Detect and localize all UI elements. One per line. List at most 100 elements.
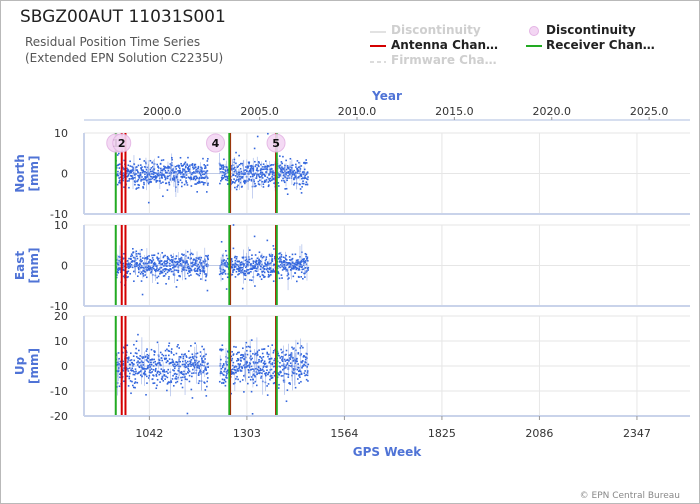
data-point	[282, 368, 284, 371]
data-point	[244, 259, 247, 262]
data-point	[261, 256, 264, 259]
data-point	[282, 177, 284, 180]
data-point	[116, 174, 118, 177]
data-point	[163, 268, 166, 270]
data-point	[295, 373, 298, 375]
data-point	[300, 175, 303, 178]
data-point	[237, 265, 240, 268]
data-point	[196, 268, 199, 271]
data-point	[305, 253, 308, 256]
data-point	[295, 259, 298, 262]
data-point	[265, 256, 268, 258]
data-point	[199, 272, 202, 275]
data-point	[131, 176, 134, 178]
data-point	[117, 352, 120, 354]
data-point	[198, 365, 200, 368]
data-point	[291, 257, 294, 260]
data-point	[145, 172, 148, 174]
data-point	[200, 262, 203, 264]
data-point	[295, 267, 298, 269]
data-point	[165, 268, 168, 270]
data-point	[195, 356, 198, 359]
data-point	[300, 271, 303, 274]
data-point	[145, 262, 148, 265]
data-point	[278, 176, 280, 179]
data-point	[171, 158, 173, 161]
data-point	[188, 169, 190, 171]
data-point	[159, 381, 161, 383]
data-point	[227, 169, 229, 172]
data-point	[153, 178, 156, 181]
data-point	[150, 271, 152, 274]
data-point	[161, 169, 164, 172]
data-point	[119, 364, 122, 366]
data-point	[293, 267, 295, 270]
data-point	[189, 271, 191, 274]
data-point	[137, 372, 140, 374]
data-point	[129, 169, 132, 172]
data-point	[261, 168, 264, 171]
y-tick-label: -10	[50, 208, 68, 221]
data-point	[277, 258, 280, 260]
data-point	[283, 358, 286, 361]
data-point	[242, 355, 245, 357]
data-point	[236, 375, 238, 378]
data-point	[171, 260, 174, 262]
data-point	[187, 263, 189, 266]
data-point	[293, 182, 296, 184]
data-point	[304, 183, 307, 186]
data-point	[170, 254, 172, 257]
data-point	[149, 168, 152, 171]
data-point	[136, 275, 139, 277]
data-point	[197, 382, 200, 385]
legend-discontinuity-dot[interactable]: Discontinuity	[546, 23, 636, 37]
data-point	[268, 268, 271, 271]
data-point	[167, 372, 169, 375]
data-point	[117, 269, 120, 272]
data-point	[205, 170, 208, 173]
data-point	[151, 170, 153, 173]
data-point	[279, 155, 281, 157]
data-point	[134, 381, 137, 383]
data-point	[281, 169, 283, 172]
data-point	[285, 261, 287, 264]
data-point	[302, 180, 304, 183]
data-point	[246, 349, 248, 352]
data-point	[220, 349, 223, 352]
data-point	[149, 268, 151, 271]
data-point	[233, 178, 235, 180]
data-point	[122, 360, 125, 363]
data-point	[196, 171, 198, 173]
data-point	[191, 262, 193, 265]
legend-firmware-change[interactable]: Firmware Cha…	[391, 53, 497, 67]
data-point	[166, 383, 169, 385]
data-point	[250, 390, 253, 393]
data-point	[306, 370, 309, 372]
data-point	[251, 413, 254, 415]
data-point	[298, 267, 300, 270]
data-point	[167, 381, 170, 383]
data-point	[169, 262, 171, 265]
legend-receiver-change[interactable]: Receiver Chan…	[546, 38, 655, 52]
data-point	[278, 277, 281, 280]
data-point	[204, 389, 207, 391]
data-point	[176, 361, 179, 364]
data-point	[283, 168, 285, 171]
data-point	[266, 166, 269, 168]
legend-discontinuity-line[interactable]: Discontinuity	[391, 23, 481, 37]
data-point	[143, 181, 145, 184]
data-point	[254, 182, 256, 185]
copyright-notice: © EPN Central Bureau	[579, 491, 680, 501]
data-point	[258, 358, 260, 361]
data-point	[272, 382, 275, 385]
data-point	[160, 364, 162, 367]
data-point	[226, 183, 229, 185]
data-point	[154, 263, 157, 265]
data-point	[135, 263, 138, 266]
data-point	[139, 358, 141, 360]
legend-antenna-change[interactable]: Antenna Chan…	[391, 38, 499, 52]
data-point	[183, 363, 185, 366]
data-point	[246, 361, 249, 364]
data-point	[270, 270, 273, 272]
data-point	[220, 176, 223, 179]
